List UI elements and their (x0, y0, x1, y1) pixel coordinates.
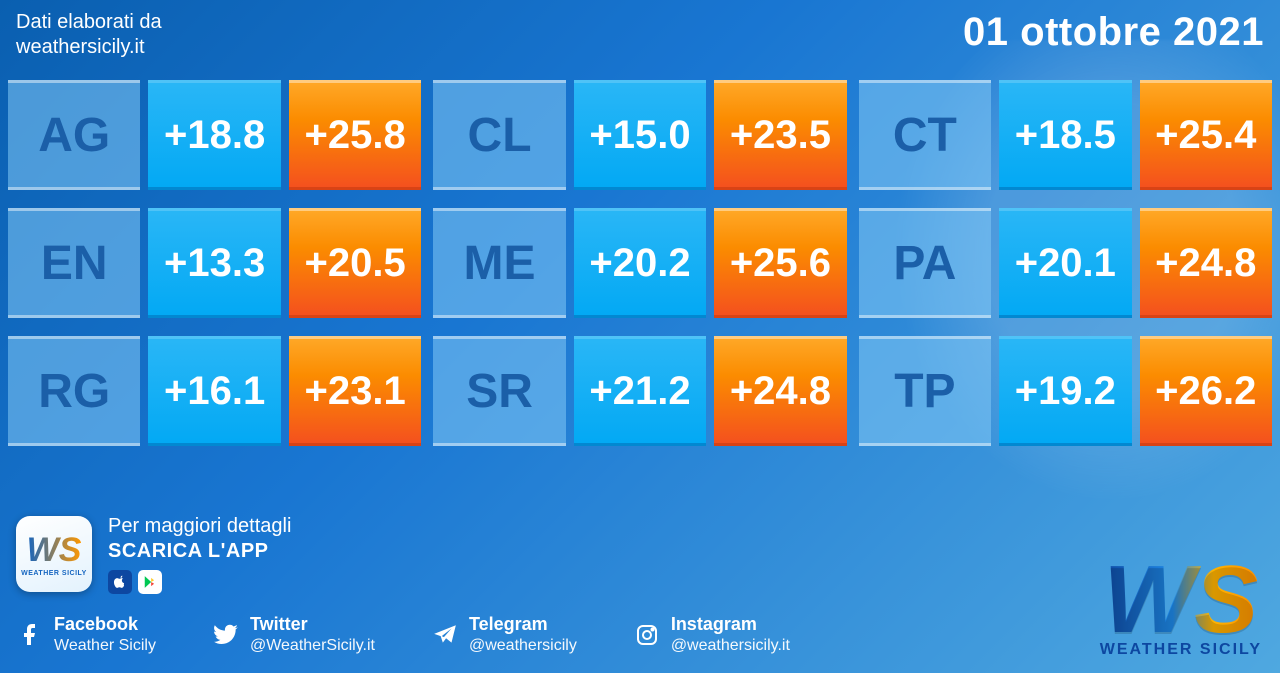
app-promo: WS WEATHER SICILY Per maggiori dettagli … (16, 514, 1264, 594)
source-site: weathersicily.it (16, 35, 162, 60)
temp-high: +25.8 (289, 80, 421, 190)
social-handle: @WeatherSicily.it (250, 636, 375, 655)
social-handle: Weather Sicily (54, 636, 156, 655)
city-group: EN+13.3+20.5 (8, 208, 421, 318)
telegram-icon (431, 621, 459, 649)
city-code: ME (433, 208, 565, 318)
social-text: Telegram@weathersicily (469, 614, 577, 655)
ws-badge-sub: WEATHER SICILY (21, 570, 87, 577)
temp-low: +16.1 (148, 336, 280, 446)
city-group: CL+15.0+23.5 (433, 80, 846, 190)
social-telegram: Telegram@weathersicily (431, 614, 577, 655)
city-group: AG+18.8+25.8 (8, 80, 421, 190)
temp-high: +23.1 (289, 336, 421, 446)
temp-high: +26.2 (1140, 336, 1272, 446)
grid-row: RG+16.1+23.1SR+21.2+24.8TP+19.2+26.2 (8, 336, 1272, 446)
social-instagram: Instagram@weathersicily.it (633, 614, 790, 655)
temp-low: +15.0 (574, 80, 706, 190)
city-code: TP (859, 336, 991, 446)
appstore-icon (108, 570, 132, 594)
social-name: Facebook (54, 614, 156, 636)
social-text: Twitter@WeatherSicily.it (250, 614, 375, 655)
city-group: RG+16.1+23.1 (8, 336, 421, 446)
social-links: FacebookWeather Sicily Twitter@WeatherSic… (16, 614, 1264, 655)
city-group: ME+20.2+25.6 (433, 208, 846, 318)
city-group: TP+19.2+26.2 (859, 336, 1272, 446)
social-text: Instagram@weathersicily.it (671, 614, 790, 655)
temperature-grid: AG+18.8+25.8CL+15.0+23.5CT+18.5+25.4EN+1… (8, 80, 1272, 464)
grid-row: EN+13.3+20.5ME+20.2+25.6PA+20.1+24.8 (8, 208, 1272, 318)
promo-line1: Per maggiori dettagli (108, 514, 291, 539)
store-icons (108, 570, 291, 594)
promo-text: Per maggiori dettagli SCARICA L'APP (108, 514, 291, 594)
temp-high: +23.5 (714, 80, 846, 190)
header: Dati elaborati da weathersicily.it 01 ot… (16, 10, 1264, 60)
social-facebook: FacebookWeather Sicily (16, 614, 156, 655)
city-code: PA (859, 208, 991, 318)
brand-logo-text: WS (1100, 559, 1262, 641)
facebook-icon (16, 621, 44, 649)
social-text: FacebookWeather Sicily (54, 614, 156, 655)
temp-low: +20.1 (999, 208, 1131, 318)
header-source: Dati elaborati da weathersicily.it (16, 10, 162, 60)
temp-high: +20.5 (289, 208, 421, 318)
header-date: 01 ottobre 2021 (963, 10, 1264, 55)
social-handle: @weathersicily.it (671, 636, 790, 655)
grid-row: AG+18.8+25.8CL+15.0+23.5CT+18.5+25.4 (8, 80, 1272, 190)
temp-high: +25.6 (714, 208, 846, 318)
promo-line2: SCARICA L'APP (108, 539, 291, 564)
temp-high: +24.8 (714, 336, 846, 446)
brand-logo-large: WS WEATHER SICILY (1100, 559, 1262, 659)
city-code: CL (433, 80, 565, 190)
temp-low: +18.8 (148, 80, 280, 190)
temp-low: +18.5 (999, 80, 1131, 190)
city-code: EN (8, 208, 140, 318)
temp-low: +20.2 (574, 208, 706, 318)
city-code: SR (433, 336, 565, 446)
city-code: RG (8, 336, 140, 446)
city-code: CT (859, 80, 991, 190)
social-twitter: Twitter@WeatherSicily.it (212, 614, 375, 655)
social-name: Twitter (250, 614, 375, 636)
social-handle: @weathersicily (469, 636, 577, 655)
footer: WS WEATHER SICILY Per maggiori dettagli … (16, 514, 1264, 655)
temp-low: +13.3 (148, 208, 280, 318)
temp-high: +24.8 (1140, 208, 1272, 318)
twitter-icon (212, 621, 240, 649)
playstore-icon (138, 570, 162, 594)
temp-high: +25.4 (1140, 80, 1272, 190)
social-name: Telegram (469, 614, 577, 636)
temp-low: +19.2 (999, 336, 1131, 446)
source-label: Dati elaborati da (16, 10, 162, 35)
city-code: AG (8, 80, 140, 190)
ws-badge-logo: WS (27, 531, 82, 570)
city-group: CT+18.5+25.4 (859, 80, 1272, 190)
instagram-icon (633, 621, 661, 649)
city-group: SR+21.2+24.8 (433, 336, 846, 446)
ws-app-badge: WS WEATHER SICILY (16, 516, 92, 592)
city-group: PA+20.1+24.8 (859, 208, 1272, 318)
temp-low: +21.2 (574, 336, 706, 446)
social-name: Instagram (671, 614, 790, 636)
